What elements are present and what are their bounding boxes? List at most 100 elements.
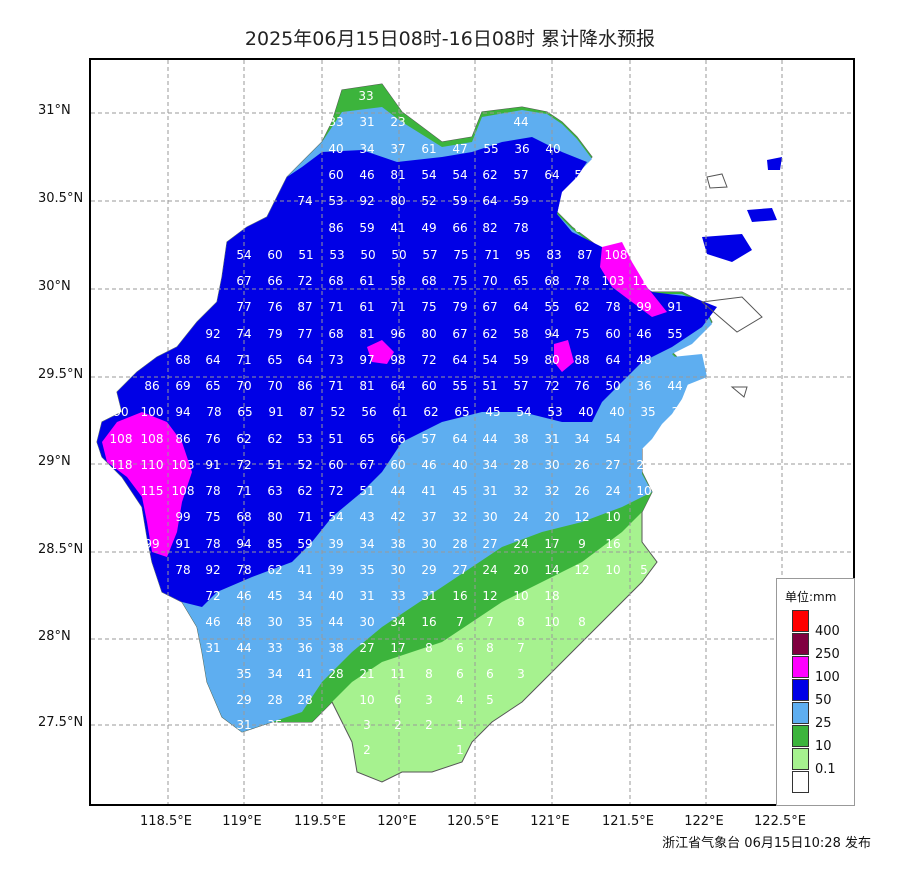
station-value: 118 xyxy=(110,458,133,472)
station-value: 108 xyxy=(110,432,133,446)
station-value: 34 xyxy=(359,142,374,156)
station-value: 29 xyxy=(236,693,251,707)
station-value: 5 xyxy=(640,563,648,577)
station-value: 63 xyxy=(267,484,282,498)
station-value: 38 xyxy=(513,432,528,446)
station-value: 72 xyxy=(421,353,436,367)
station-value: 53 xyxy=(328,194,343,208)
station-value: 32 xyxy=(452,510,467,524)
station-value: 83 xyxy=(546,248,561,262)
map-title: 2025年06月15日08时-16日08时 累计降水预报 xyxy=(244,28,656,50)
station-value: 62 xyxy=(267,563,282,577)
station-value: 24 xyxy=(513,537,528,551)
station-value: 81 xyxy=(359,379,374,393)
station-value: 64 xyxy=(205,353,220,367)
station-value: 16 xyxy=(421,615,436,629)
station-value: 33 xyxy=(390,589,405,603)
station-value: 59 xyxy=(297,537,312,551)
station-value: 75 xyxy=(205,510,220,524)
station-value: 68 xyxy=(544,274,559,288)
station-value: 67 xyxy=(482,300,497,314)
station-value: 64 xyxy=(482,194,497,208)
station-value: 45 xyxy=(485,405,500,419)
longitude-label: 120.5°E xyxy=(447,814,499,829)
station-value: 115 xyxy=(141,484,164,498)
station-value: 9 xyxy=(578,537,586,551)
station-value: 62 xyxy=(297,484,312,498)
station-value: 34 xyxy=(390,615,405,629)
station-value: 59 xyxy=(513,353,528,367)
station-value: 56 xyxy=(361,405,376,419)
station-value: 46 xyxy=(236,589,251,603)
station-value: 78 xyxy=(574,274,589,288)
station-value: 58 xyxy=(513,327,528,341)
station-value: 51 xyxy=(298,248,313,262)
station-value: 24 xyxy=(513,510,528,524)
lat-lon-grid xyxy=(91,60,853,804)
station-value: 99 xyxy=(636,300,651,314)
latitude-label: 29.5°N xyxy=(38,367,84,382)
longitude-label: 118.5°E xyxy=(140,814,192,829)
station-value: 66 xyxy=(390,432,405,446)
station-value: 31 xyxy=(205,641,220,655)
station-value: 41 xyxy=(297,563,312,577)
station-value: 38 xyxy=(390,537,405,551)
station-value: 10 xyxy=(605,563,620,577)
station-value: 54 xyxy=(452,168,467,182)
station-value: 41 xyxy=(297,667,312,681)
station-value: 46 xyxy=(359,168,374,182)
station-value: 61 xyxy=(392,405,407,419)
station-value: 34 xyxy=(574,432,589,446)
station-value: 36 xyxy=(636,379,651,393)
station-value: 71 xyxy=(484,248,499,262)
station-value: 14 xyxy=(544,563,559,577)
latitude-label: 28°N xyxy=(38,629,71,644)
station-value: 48 xyxy=(636,353,651,367)
station-value: 36 xyxy=(514,142,529,156)
station-value: 52 xyxy=(330,405,345,419)
station-value: 7 xyxy=(456,615,464,629)
station-value: 35 xyxy=(236,667,251,681)
station-value: 44 xyxy=(328,615,343,629)
latitude-label: 28.5°N xyxy=(38,542,84,557)
station-value: 70 xyxy=(236,379,251,393)
station-value: 39 xyxy=(328,537,343,551)
station-value: 30 xyxy=(359,615,374,629)
station-value: 76 xyxy=(205,432,220,446)
station-value: 12 xyxy=(482,589,497,603)
station-value: 77 xyxy=(236,300,251,314)
station-value: 86 xyxy=(144,379,159,393)
longitude-label: 122°E xyxy=(684,814,724,829)
station-value: 44 xyxy=(667,379,682,393)
station-value: 77 xyxy=(297,327,312,341)
zone-islands xyxy=(702,234,752,262)
legend-swatch xyxy=(792,679,809,701)
legend-swatch xyxy=(792,725,809,747)
station-value: 103 xyxy=(172,458,195,472)
station-value: 29 xyxy=(421,563,436,577)
latitude-label: 29°N xyxy=(38,454,71,469)
station-value: 75 xyxy=(452,274,467,288)
station-value: 62 xyxy=(423,405,438,419)
station-value: 72 xyxy=(236,458,251,472)
station-value: 48 xyxy=(236,615,251,629)
legend-swatch xyxy=(792,656,809,678)
station-value: 69 xyxy=(175,379,190,393)
zone-islands-5 xyxy=(700,173,763,398)
station-value: 30 xyxy=(482,510,497,524)
station-value: 32 xyxy=(544,484,559,498)
station-value: 99 xyxy=(144,537,159,551)
station-value: 62 xyxy=(267,432,282,446)
station-value: 87 xyxy=(297,300,312,314)
station-value: 78 xyxy=(175,563,190,577)
station-value: 10 xyxy=(605,510,620,524)
station-value: 94 xyxy=(236,537,251,551)
station-value: 40 xyxy=(578,405,593,419)
station-value: 72 xyxy=(544,379,559,393)
zone-50 xyxy=(97,137,717,607)
station-value: 28 xyxy=(328,667,343,681)
station-value: 75 xyxy=(574,327,589,341)
station-value: 51 xyxy=(328,432,343,446)
station-value: 54 xyxy=(421,168,436,182)
